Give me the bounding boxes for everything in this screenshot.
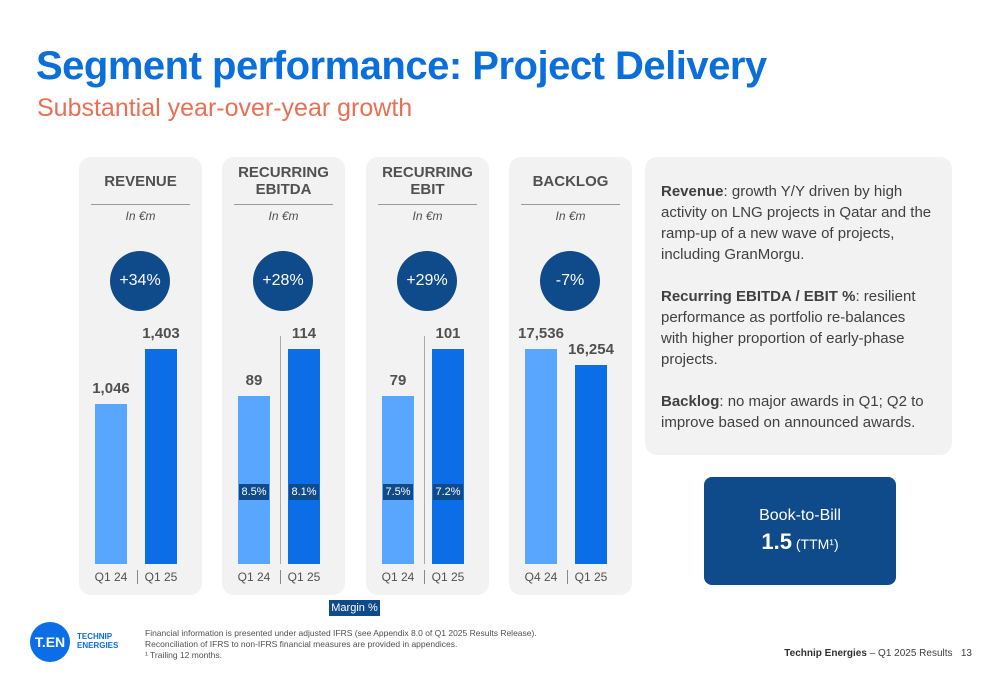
footer-right: Technip Energies – Q1 2025 Results 13 xyxy=(784,648,972,659)
x-axis-label: Q1 25 xyxy=(287,570,321,584)
backlog-panel: BACKLOG In €m -7% 17,536 16,254 Q4 24 Q1… xyxy=(509,157,632,595)
change-badge: +29% xyxy=(397,251,457,311)
commentary-backlog: Backlog: no major awards in Q1; Q2 to im… xyxy=(661,393,924,431)
x-axis-label: Q1 24 xyxy=(94,570,128,584)
footnote: Financial information is presented under… xyxy=(145,628,537,638)
heading-rule xyxy=(378,204,477,205)
change-badge: -7% xyxy=(540,251,600,311)
unit-label: In €m xyxy=(555,209,586,223)
panel-heading: BACKLOG xyxy=(532,172,609,190)
x-axis-separator xyxy=(567,570,568,584)
footnotes: Financial information is presented under… xyxy=(145,628,537,661)
unit-label: In €m xyxy=(125,209,156,223)
bar-current xyxy=(575,365,607,564)
bar-prior xyxy=(525,349,557,564)
bar-value-label: 17,536 xyxy=(518,325,564,342)
x-axis-label: Q1 25 xyxy=(574,570,608,584)
recurring-ebitda-panel: RECURRING EBITDA In €m +28% 89 114 8.5% … xyxy=(222,157,345,595)
bar-current xyxy=(288,349,320,564)
recurring-ebit-panel: RECURRING EBIT In €m +29% 79 101 7.5% 7.… xyxy=(366,157,489,595)
footnote: ¹ Trailing 12 months. xyxy=(145,650,223,660)
bar-current xyxy=(432,349,464,564)
margin-label: 7.5% xyxy=(383,484,413,500)
logo-wordmark: TECHNIP ENERGIES xyxy=(77,632,119,650)
margin-label: 8.1% xyxy=(289,484,319,500)
margin-label: 7.2% xyxy=(433,484,463,500)
heading-rule xyxy=(234,204,333,205)
bar-prior xyxy=(95,404,127,564)
x-axis-label: Q4 24 xyxy=(524,570,558,584)
bar-value-label: 1,403 xyxy=(142,325,180,342)
panel-heading: REVENUE xyxy=(104,172,177,190)
page-title: Segment performance: Project Delivery xyxy=(36,44,767,88)
bar-value-label: 101 xyxy=(435,325,461,342)
commentary-revenue: Revenue: growth Y/Y driven by high activ… xyxy=(661,183,932,263)
x-axis-label: Q1 24 xyxy=(237,570,271,584)
book-to-bill-label: Book-to-Bill xyxy=(759,507,841,524)
margin-legend: Margin % xyxy=(329,600,380,616)
bar-value-label: 79 xyxy=(389,372,407,389)
footnote: Reconciliation of IFRS to non-IFRS finan… xyxy=(145,639,458,649)
book-to-bill-value: 1.5 (TTM¹) xyxy=(761,529,839,554)
unit-label: In €m xyxy=(412,209,443,223)
unit-label: In €m xyxy=(268,209,299,223)
bar-divider xyxy=(424,336,425,564)
heading-rule xyxy=(91,204,190,205)
panel-heading: RECURRING EBITDA xyxy=(238,164,329,198)
technip-logo-icon: T.EN xyxy=(30,622,70,662)
panel-heading: RECURRING EBIT xyxy=(382,164,473,198)
revenue-panel: REVENUE In €m +34% 1,046 1,403 Q1 24 Q1 … xyxy=(79,157,202,595)
x-axis-separator xyxy=(137,570,138,584)
bar-value-label: 89 xyxy=(245,372,263,389)
page-number: 13 xyxy=(960,648,972,659)
book-to-bill-box: Book-to-Bill 1.5 (TTM¹) xyxy=(704,477,896,585)
x-axis-label: Q1 25 xyxy=(144,570,178,584)
bar-divider xyxy=(280,336,281,564)
change-badge: +28% xyxy=(253,251,313,311)
commentary-recurring: Recurring EBITDA / EBIT %: resilient per… xyxy=(661,288,916,368)
x-axis-label: Q1 24 xyxy=(381,570,415,584)
heading-rule xyxy=(521,204,620,205)
bar-value-label: 1,046 xyxy=(92,380,130,397)
x-axis-label: Q1 25 xyxy=(431,570,465,584)
commentary-box: Revenue: growth Y/Y driven by high activ… xyxy=(645,157,952,455)
bar-prior xyxy=(382,396,414,564)
bar-value-label: 16,254 xyxy=(568,341,614,358)
bar-current xyxy=(145,349,177,564)
margin-label: 8.5% xyxy=(239,484,269,500)
bar-prior xyxy=(238,396,270,564)
page-subtitle: Substantial year-over-year growth xyxy=(37,94,413,122)
x-axis-separator xyxy=(424,570,425,584)
x-axis-separator xyxy=(280,570,281,584)
change-badge: +34% xyxy=(110,251,170,311)
bar-value-label: 114 xyxy=(291,325,317,342)
